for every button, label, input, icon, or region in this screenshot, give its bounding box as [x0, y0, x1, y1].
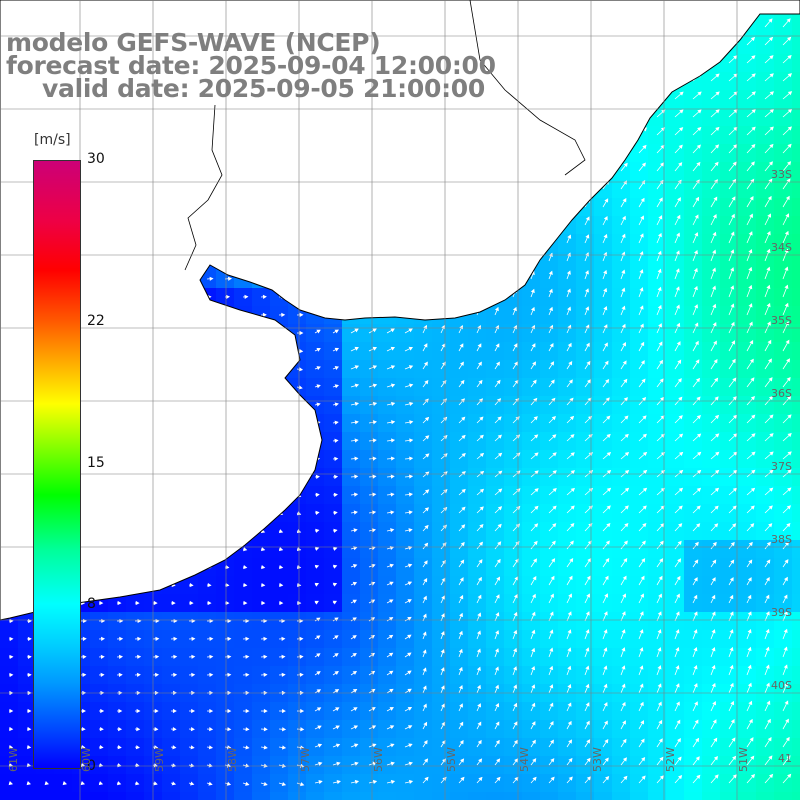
colorbar-unit: [m/s] [34, 132, 71, 148]
colorbar-tick-label: 0 [87, 758, 96, 774]
longitude-label: 61W [7, 747, 20, 772]
colorbar-tick-label: 22 [87, 312, 105, 329]
latitude-label: 38S [771, 533, 792, 546]
latitude-label: 37S [771, 460, 792, 473]
longitude-label: 54W [518, 747, 531, 772]
latitude-label: 40S [771, 679, 792, 692]
longitude-label: 59W [153, 747, 166, 772]
latitude-label: 36S [771, 387, 792, 400]
border-lines [184, 0, 586, 271]
latitude-label: 35S [771, 314, 792, 327]
longitude-label: 56W [372, 747, 385, 772]
longitude-label: 58W [226, 747, 239, 772]
forecast-date: forecast date: 2025-09-04 12:00:00 [6, 51, 496, 80]
longitude-label: 51W [737, 747, 750, 772]
longitude-label: 52W [664, 747, 677, 772]
land-mass [0, 0, 800, 621]
latitude-label: 39S [771, 606, 792, 619]
latitude-label: 33S [771, 168, 792, 181]
longitude-label: 53W [591, 747, 604, 772]
longitude-label: 60W [80, 747, 93, 772]
colorbar-tick-label: 8 [87, 596, 96, 613]
latitude-label: 41 [778, 752, 792, 765]
latitude-label: 34S [771, 241, 792, 254]
model-title: modelo GEFS-WAVE (NCEP) [6, 28, 381, 57]
colorbar [33, 160, 81, 769]
valid-date: valid date: 2025-09-05 21:00:00 [42, 74, 485, 103]
colorbar-tick-label: 30 [87, 151, 105, 167]
longitude-label: 55W [445, 747, 458, 772]
longitude-label: 57W [299, 747, 312, 772]
colorbar-tick-label: 15 [87, 454, 105, 471]
